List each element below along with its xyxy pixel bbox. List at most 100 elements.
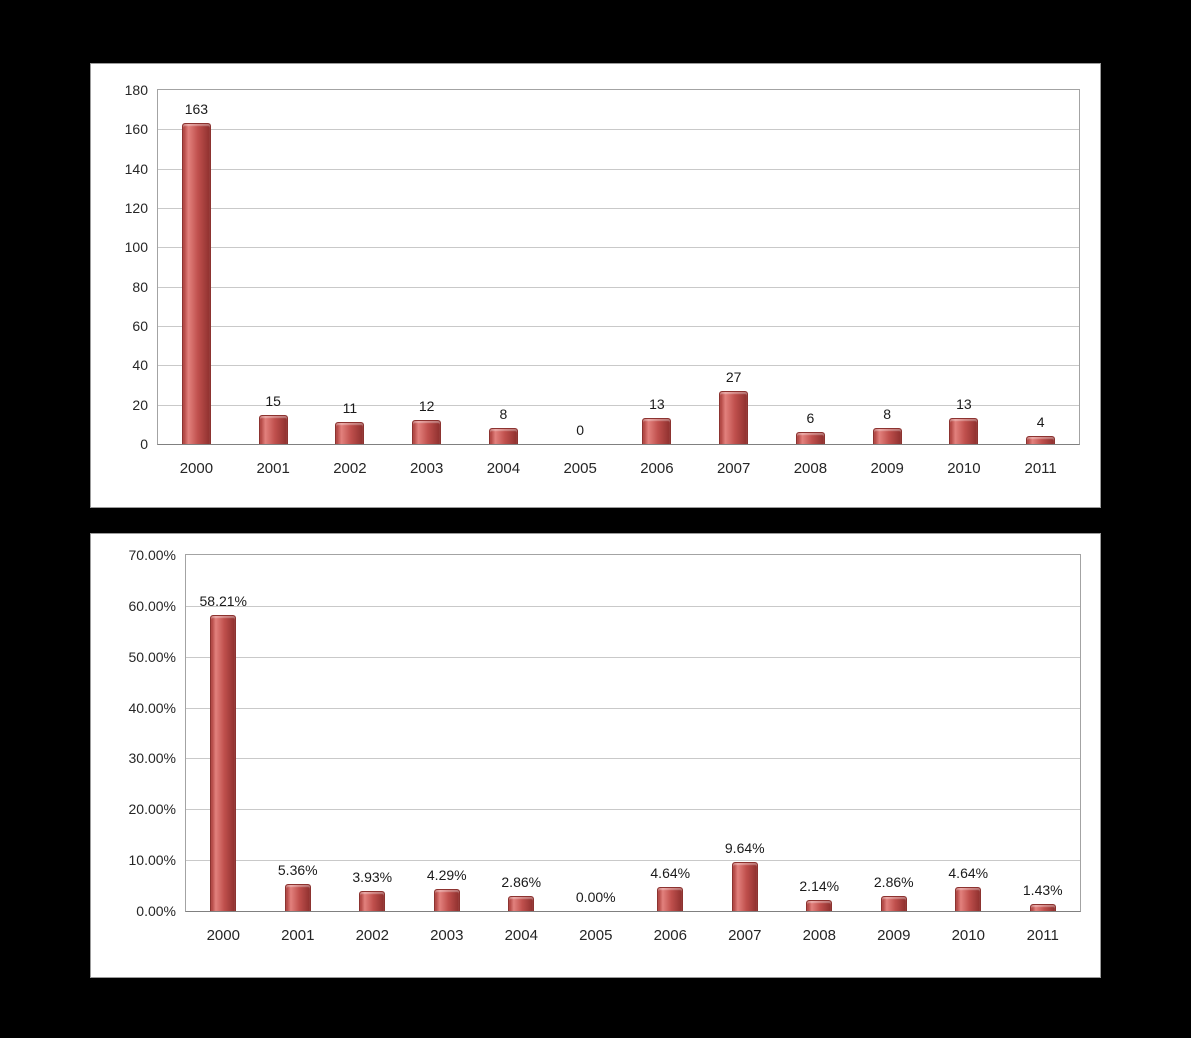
- y-tick-label: 140: [124, 160, 148, 177]
- x-tick-label: 2000: [206, 927, 240, 944]
- chart-panel-yearly-counts: 0 20 40 60 80 100 120 140 160 180 163 2000 15 2001 11 2…: [90, 63, 1101, 508]
- y-tick-label: 70.00%: [128, 547, 176, 563]
- bar-value-label: 2.86%: [873, 874, 914, 891]
- bar-value-label: 8: [883, 406, 892, 423]
- x-tick-label: 2010: [947, 460, 981, 477]
- bar: [335, 422, 365, 444]
- x-tick-label: 2004: [504, 927, 538, 944]
- x-tick-label: 2000: [179, 460, 214, 477]
- bar-value-label: 6: [806, 410, 815, 427]
- bar-value-label: 13: [956, 396, 972, 413]
- gridline: [158, 365, 1079, 367]
- bar: [806, 900, 833, 911]
- x-tick-label: 2003: [430, 927, 464, 944]
- gridline: [158, 286, 1079, 288]
- y-tick-label: 0: [140, 436, 148, 452]
- bar: [508, 896, 535, 911]
- bar: [359, 891, 386, 911]
- x-tick-label: 2005: [563, 460, 597, 477]
- y-tick-label: 160: [124, 121, 148, 138]
- bar-value-label: 0: [576, 422, 585, 438]
- x-tick-label: 2008: [793, 460, 828, 477]
- bar-value-label: 1.43%: [1022, 881, 1063, 898]
- bar-value-label: 4.64%: [650, 865, 691, 882]
- bar: [1029, 903, 1056, 911]
- y-tick-label: 60: [132, 318, 148, 334]
- bar-value-label: 27: [725, 368, 742, 385]
- x-tick-label: 2010: [951, 927, 985, 944]
- bar-value-label: 4: [1036, 414, 1045, 431]
- y-tick-label: 80: [132, 278, 148, 295]
- bar: [181, 123, 211, 444]
- bar-value-label: 15: [265, 392, 281, 409]
- bar: [872, 428, 902, 444]
- y-tick-label: 50.00%: [128, 648, 176, 665]
- x-tick-label: 2007: [716, 460, 751, 477]
- x-tick-label: 2009: [877, 927, 911, 944]
- bar-value-label: 0.00%: [575, 889, 616, 905]
- bar-value-label: 8: [499, 406, 508, 423]
- x-tick-label: 2005: [579, 927, 613, 944]
- y-tick-label: 100: [124, 239, 148, 256]
- chart-panel-yearly-percentages: 0.00% 10.00% 20.00% 30.00% 40.00% 50.00% 60.00…: [90, 533, 1101, 978]
- x-tick-label: 2006: [640, 460, 674, 477]
- x-tick-label: 2009: [870, 460, 904, 477]
- bar: [719, 390, 749, 444]
- gridline: [186, 809, 1080, 811]
- y-tick-label: 30.00%: [128, 750, 176, 767]
- y-tick-label: 40: [132, 357, 148, 374]
- bar-value-label: 4.64%: [948, 865, 989, 882]
- bar-value-label: 2.86%: [501, 874, 542, 891]
- bar-value-label: 3.93%: [352, 869, 393, 886]
- x-tick-label: 2002: [333, 460, 367, 477]
- gridline: [158, 326, 1079, 327]
- bar-value-label: 58.21%: [199, 592, 247, 609]
- gridline: [158, 168, 1079, 170]
- y-tick-label: 20: [132, 396, 148, 413]
- bar: [1026, 436, 1056, 444]
- bar: [412, 420, 442, 444]
- gridline: [158, 208, 1079, 209]
- bar: [642, 418, 672, 444]
- x-tick-label: 2003: [409, 460, 444, 477]
- y-tick-label: 0.00%: [136, 903, 176, 919]
- gridline: [158, 404, 1079, 406]
- bar-value-label: 9.64%: [724, 839, 765, 856]
- bar: [949, 418, 979, 444]
- y-tick-label: 60.00%: [128, 597, 176, 614]
- gridline: [186, 656, 1080, 658]
- x-tick-label: 2006: [653, 927, 687, 944]
- y-tick-label: 120: [124, 200, 148, 216]
- y-tick-label: 10.00%: [128, 852, 176, 869]
- bar: [955, 887, 982, 911]
- gridline: [186, 758, 1080, 760]
- x-tick-label: 2011: [1026, 927, 1059, 944]
- bar-value-label: 2.14%: [799, 878, 840, 895]
- x-tick-label: 2004: [486, 460, 521, 477]
- bar-value-label: 11: [342, 400, 358, 417]
- bar-value-label: 12: [418, 398, 435, 415]
- plot-area-percentages: 0.00% 10.00% 20.00% 30.00% 40.00% 50.00% 60.00…: [129, 547, 1081, 944]
- bar-value-label: 5.36%: [277, 861, 318, 878]
- x-tick-label: 2001: [256, 460, 290, 477]
- bar: [731, 861, 758, 911]
- x-tick-label: 2001: [281, 927, 315, 944]
- bar-value-label: 13: [649, 396, 665, 413]
- y-tick-label: 180: [124, 82, 148, 98]
- bar: [284, 883, 311, 911]
- gridline: [186, 707, 1080, 709]
- bar: [880, 896, 907, 911]
- y-tick-label: 20.00%: [128, 801, 176, 818]
- plot-area-counts: 0 20 40 60 80 100 120 140 160 180 163 2000 15 2001 11 2…: [125, 82, 1080, 477]
- bar-value-label: 4.29%: [426, 867, 467, 884]
- gridline: [186, 605, 1080, 607]
- gridline: [158, 247, 1079, 249]
- bar: [795, 432, 825, 444]
- bar: [433, 889, 460, 911]
- bar: [258, 414, 288, 444]
- x-tick-label: 2008: [802, 927, 836, 944]
- bar: [488, 428, 518, 444]
- gridline: [186, 860, 1080, 862]
- bar: [657, 887, 684, 911]
- x-tick-label: 2007: [728, 927, 762, 944]
